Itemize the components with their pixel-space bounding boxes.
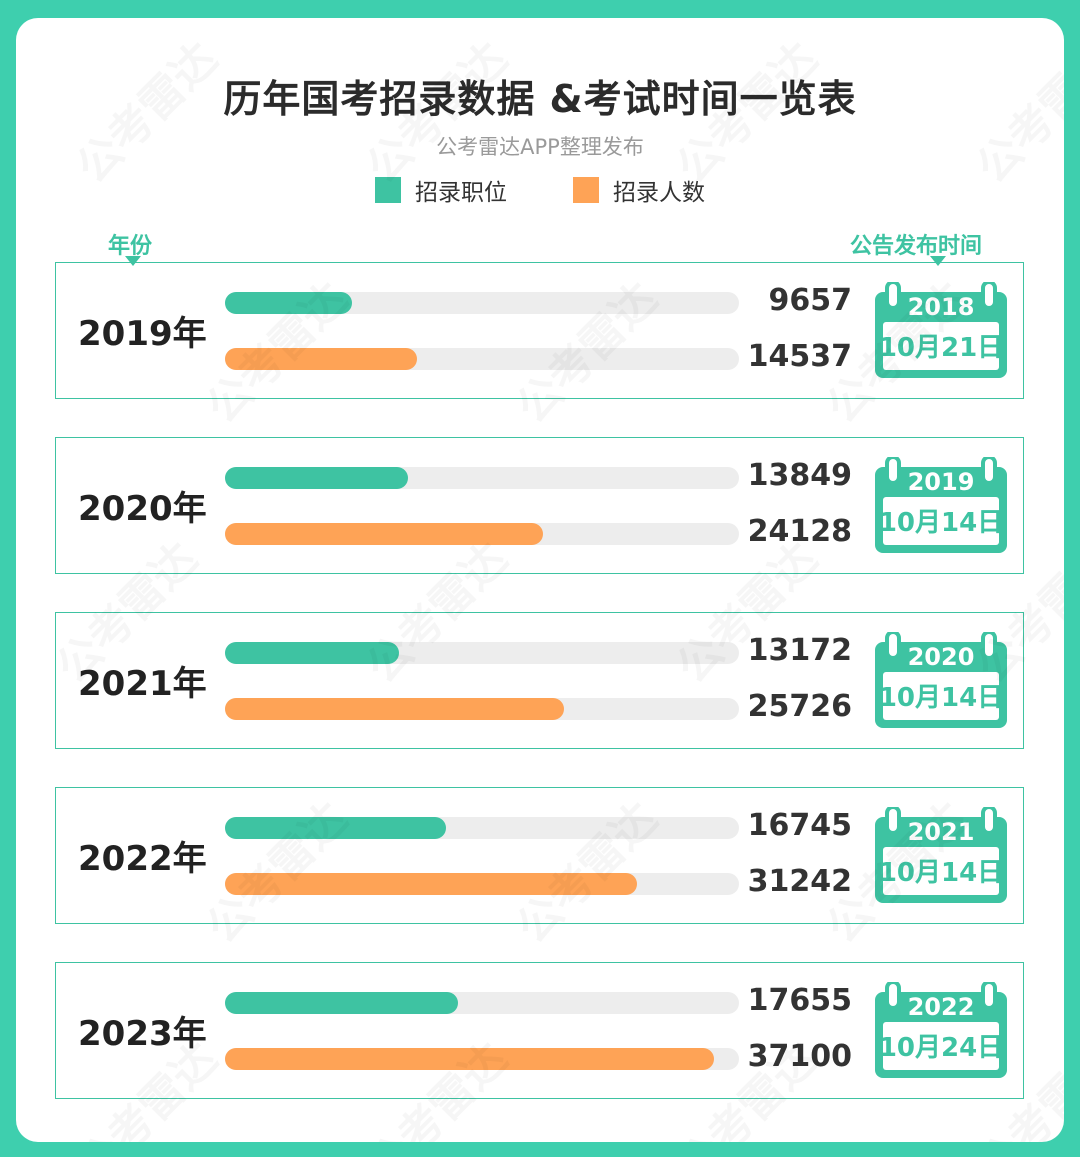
year-header-arrow-icon bbox=[125, 256, 141, 266]
bar-people bbox=[225, 1048, 714, 1070]
value-label-people: 31242 bbox=[747, 864, 852, 899]
calendar-icon: 2021 10月14日 bbox=[875, 807, 1007, 903]
year-column-header: 年份 bbox=[108, 234, 153, 259]
bar-track bbox=[225, 523, 739, 545]
year-label: 2023年 bbox=[78, 1014, 207, 1054]
year-row: 2023年 17655 37100 2022 10月24日 bbox=[55, 962, 1024, 1099]
bar-track bbox=[225, 292, 739, 314]
value-label-positions: 17655 bbox=[747, 983, 852, 1018]
announcement-year: 2018 bbox=[908, 293, 975, 321]
value-label-positions: 16745 bbox=[747, 808, 852, 843]
calendar-icon: 2020 10月14日 bbox=[875, 632, 1007, 728]
announcement-date: 10月14日 bbox=[879, 683, 1003, 713]
calendar-icon: 2019 10月14日 bbox=[875, 457, 1007, 553]
date-header-arrow-icon bbox=[930, 256, 946, 266]
year-label: 2021年 bbox=[78, 664, 207, 704]
legend: 招录职位 招录人数 bbox=[16, 172, 1064, 208]
chart-title: 历年国考招录数据 &考试时间一览表 bbox=[223, 77, 857, 121]
announcement-year: 2021 bbox=[908, 818, 975, 846]
value-label-positions: 9657 bbox=[768, 283, 853, 318]
announcement-date: 10月21日 bbox=[879, 333, 1003, 363]
bar-track bbox=[225, 467, 739, 489]
announcement-date: 10月24日 bbox=[879, 1033, 1003, 1063]
legend-item-people: 招录人数 bbox=[573, 173, 705, 207]
bar-positions bbox=[225, 292, 352, 314]
year-row: 2020年 13849 24128 2019 10月14日 bbox=[55, 437, 1024, 574]
bar-positions bbox=[225, 817, 446, 839]
year-label: 2022年 bbox=[78, 839, 207, 879]
bar-positions bbox=[225, 642, 399, 664]
announcement-date: 10月14日 bbox=[879, 508, 1003, 538]
year-label: 2020年 bbox=[78, 489, 207, 529]
bar-people bbox=[225, 348, 417, 370]
bar-track bbox=[225, 348, 739, 370]
announcement-year: 2019 bbox=[908, 468, 975, 496]
announcement-year: 2020 bbox=[908, 643, 975, 671]
announcement-date: 10月14日 bbox=[879, 858, 1003, 888]
year-row: 2021年 13172 25726 2020 10月14日 bbox=[55, 612, 1024, 749]
bar-people bbox=[225, 873, 637, 895]
value-label-people: 25726 bbox=[747, 689, 852, 724]
bar-positions bbox=[225, 467, 408, 489]
date-column-header: 公告发布时间 bbox=[850, 234, 983, 259]
value-label-positions: 13172 bbox=[747, 633, 852, 668]
bar-track bbox=[225, 992, 739, 1014]
legend-swatch-positions bbox=[375, 177, 401, 203]
announcement-year: 2022 bbox=[908, 993, 975, 1021]
bar-track bbox=[225, 1048, 739, 1070]
value-label-positions: 13849 bbox=[747, 458, 852, 493]
bar-track bbox=[225, 817, 739, 839]
value-label-people: 37100 bbox=[747, 1039, 852, 1074]
value-label-people: 14537 bbox=[747, 339, 852, 374]
value-label-people: 24128 bbox=[747, 514, 852, 549]
year-row: 2022年 16745 31242 2021 10月14日 bbox=[55, 787, 1024, 924]
year-row: 2019年 9657 14537 2018 10月21日 bbox=[55, 262, 1024, 399]
bar-positions bbox=[225, 992, 458, 1014]
bar-track bbox=[225, 873, 739, 895]
chart-subtitle: 公考雷达APP整理发布 bbox=[436, 135, 644, 159]
legend-label-people: 招录人数 bbox=[613, 180, 705, 206]
legend-swatch-people bbox=[573, 177, 599, 203]
legend-label-positions: 招录职位 bbox=[415, 180, 507, 206]
bar-people bbox=[225, 523, 543, 545]
chart-card: 历年国考招录数据 &考试时间一览表 公考雷达APP整理发布 招录职位 招录人数 … bbox=[16, 18, 1064, 1142]
bar-track bbox=[225, 698, 739, 720]
bar-people bbox=[225, 698, 564, 720]
calendar-icon: 2022 10月24日 bbox=[875, 982, 1007, 1078]
bar-track bbox=[225, 642, 739, 664]
legend-item-positions: 招录职位 bbox=[375, 173, 507, 207]
calendar-icon: 2018 10月21日 bbox=[875, 282, 1007, 378]
year-label: 2019年 bbox=[78, 314, 207, 354]
